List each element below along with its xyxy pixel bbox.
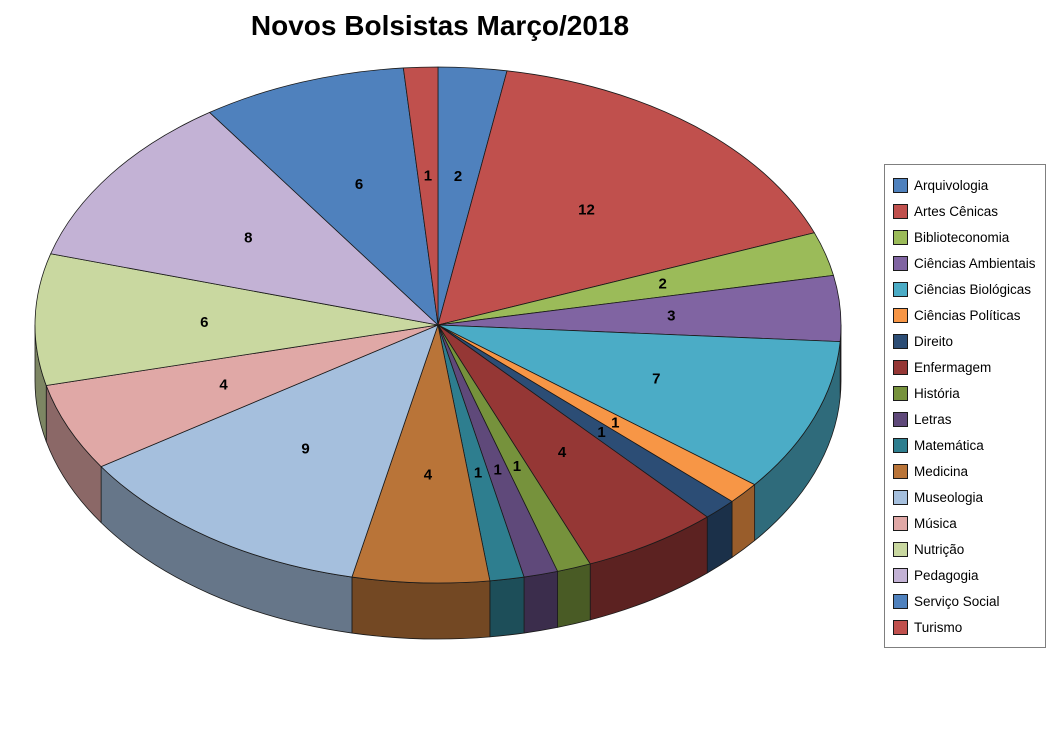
legend-item: Museologia [893, 484, 1037, 510]
slice-value-label: 12 [578, 201, 595, 218]
legend-item: Medicina [893, 458, 1037, 484]
legend-swatch-icon [893, 437, 908, 453]
legend-label: Museologia [914, 489, 984, 505]
legend-item: Arquivologia [893, 172, 1037, 198]
legend-label: Nutrição [914, 541, 965, 557]
legend-item: Pedagogia [893, 562, 1037, 588]
legend-item: Ciências Ambientais [893, 250, 1037, 276]
legend: Arquivologia Artes Cênicas Biblioteconomia… [884, 164, 1046, 648]
legend-item: Biblioteconomia [893, 224, 1037, 250]
legend-swatch-icon [893, 593, 908, 609]
legend-item: Direito [893, 328, 1037, 354]
legend-swatch-icon [893, 281, 908, 297]
legend-label: Ciências Biológicas [914, 281, 1032, 297]
legend-swatch-icon [893, 307, 908, 323]
slice-value-label: 6 [355, 176, 363, 193]
legend-label: Letras [914, 411, 952, 427]
pie-slice [100, 324, 439, 578]
legend-label: Matemática [914, 437, 984, 453]
pie-slice [437, 324, 841, 486]
slice-value-label: 2 [454, 168, 462, 185]
pie-slice [34, 253, 439, 386]
legend-label: Pedagogia [914, 567, 979, 583]
legend-swatch-icon [893, 567, 908, 583]
pie-slice [437, 324, 708, 565]
legend-item: Enfermagem [893, 354, 1037, 380]
slice-value-label: 4 [219, 376, 228, 393]
legend-label: História [914, 385, 960, 401]
slice-value-label: 2 [658, 276, 666, 293]
slice-value-label: 1 [513, 458, 521, 475]
legend-swatch-icon [893, 411, 908, 427]
slice-value-label: 6 [200, 314, 208, 331]
pie-slice [209, 67, 439, 326]
legend-swatch-icon [893, 463, 908, 479]
slice-value-label: 1 [597, 424, 605, 441]
pie-slice [437, 70, 815, 326]
legend-item: Serviço Social [893, 588, 1037, 614]
legend-item: Artes Cênicas [893, 198, 1037, 224]
legend-label: Ciências Políticas [914, 307, 1021, 323]
slice-value-label: 3 [667, 307, 675, 324]
slice-value-label: 8 [244, 230, 252, 247]
legend-swatch-icon [893, 203, 908, 219]
legend-label: Enfermagem [914, 359, 992, 375]
pie-slice [45, 324, 439, 468]
legend-swatch-icon [893, 177, 908, 193]
legend-label: Música [914, 515, 957, 531]
legend-label: Artes Cênicas [914, 203, 999, 219]
legend-item: Música [893, 510, 1037, 536]
slice-value-label: 1 [474, 464, 482, 481]
legend-item: Ciências Políticas [893, 302, 1037, 328]
legend-item: Turismo [893, 614, 1037, 640]
slice-value-label: 9 [301, 440, 309, 457]
pie-slice-side [523, 570, 558, 634]
legend-swatch-icon [893, 385, 908, 401]
pie-slice [50, 112, 439, 326]
legend-label: Biblioteconomia [914, 229, 1010, 245]
legend-swatch-icon [893, 489, 908, 505]
pie-slice-side [557, 563, 591, 628]
legend-item: Nutrição [893, 536, 1037, 562]
legend-swatch-icon [893, 229, 908, 245]
legend-swatch-icon [893, 619, 908, 635]
slice-value-label: 1 [611, 415, 619, 432]
legend-swatch-icon [893, 541, 908, 557]
legend-swatch-icon [893, 515, 908, 531]
pie-slice [351, 324, 491, 584]
legend-label: Turismo [914, 619, 963, 635]
legend-label: Serviço Social [914, 593, 1000, 609]
slice-value-label: 1 [424, 167, 432, 184]
slice-value-label: 4 [424, 467, 433, 484]
slice-value-label: 4 [558, 444, 567, 461]
legend-item: História [893, 380, 1037, 406]
legend-item: Letras [893, 406, 1037, 432]
legend-swatch-icon [893, 359, 908, 375]
chart-title: Novos Bolsistas Março/2018 [250, 10, 630, 41]
legend-swatch-icon [893, 333, 908, 349]
legend-label: Ciências Ambientais [914, 255, 1036, 271]
legend-label: Arquivologia [914, 177, 989, 193]
legend-item: Ciências Biológicas [893, 276, 1037, 302]
legend-label: Medicina [914, 463, 969, 479]
legend-label: Direito [914, 333, 954, 349]
slice-value-label: 7 [652, 371, 660, 388]
legend-swatch-icon [893, 255, 908, 271]
pie-slice-side [489, 576, 525, 638]
pie-slice-side [351, 576, 491, 640]
slice-value-label: 1 [494, 462, 502, 479]
pie-slice [402, 66, 439, 326]
legend-item: Matemática [893, 432, 1037, 458]
